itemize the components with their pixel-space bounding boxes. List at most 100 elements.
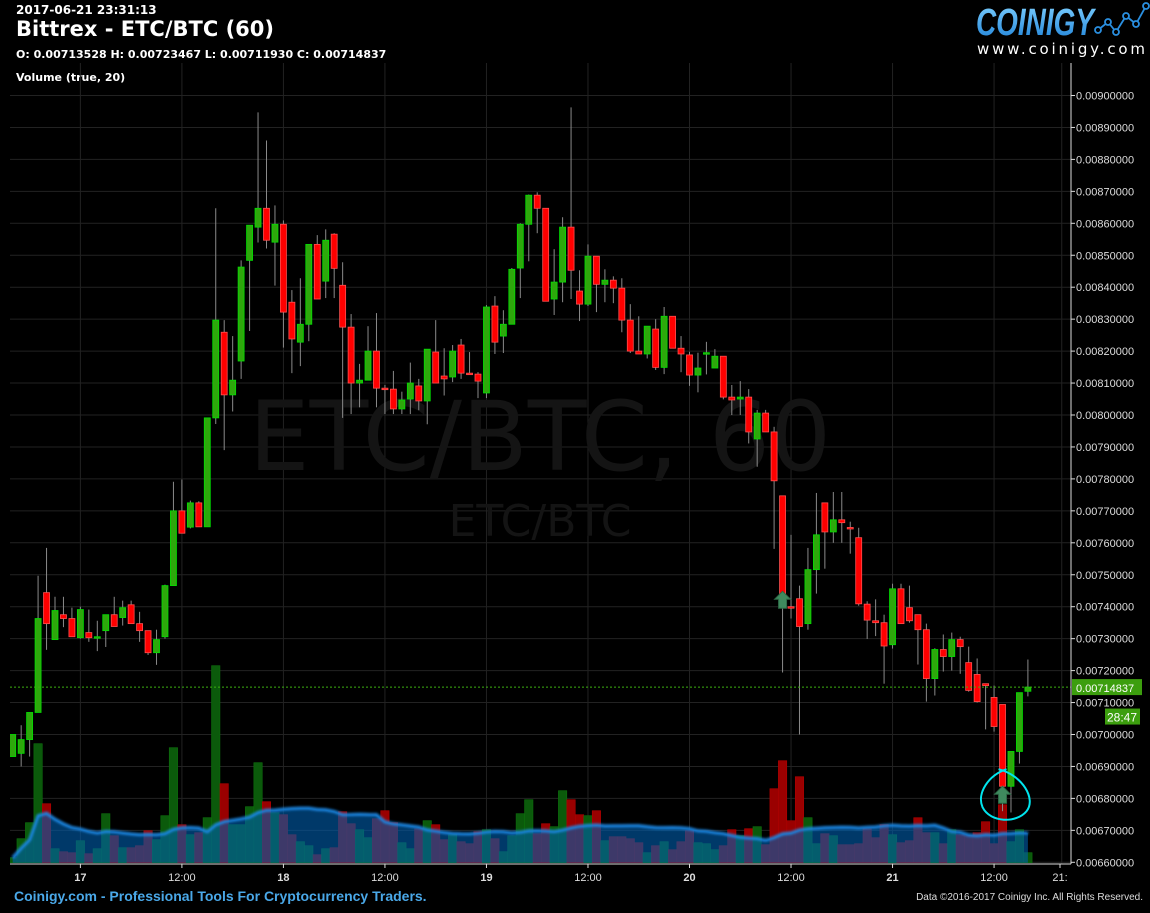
candle[interactable] bbox=[449, 345, 457, 383]
candle[interactable] bbox=[85, 609, 93, 642]
candle[interactable] bbox=[466, 352, 473, 376]
candle[interactable] bbox=[601, 269, 609, 303]
candle[interactable] bbox=[110, 596, 118, 627]
candle[interactable] bbox=[855, 527, 863, 606]
footer-tagline-link[interactable]: Coinigy.com - Professional Tools For Cry… bbox=[14, 888, 427, 904]
candle[interactable] bbox=[51, 596, 59, 641]
candle[interactable] bbox=[872, 599, 880, 637]
candle[interactable] bbox=[280, 220, 287, 348]
candle[interactable] bbox=[178, 479, 186, 534]
candle[interactable] bbox=[153, 629, 160, 665]
candle[interactable] bbox=[508, 268, 516, 325]
candle[interactable] bbox=[330, 233, 338, 299]
candle[interactable] bbox=[584, 244, 592, 307]
candle[interactable] bbox=[762, 409, 770, 433]
candle[interactable] bbox=[415, 378, 423, 411]
candle[interactable] bbox=[787, 534, 795, 619]
candle[interactable] bbox=[711, 349, 719, 369]
candle[interactable] bbox=[660, 307, 668, 375]
candle[interactable] bbox=[440, 348, 448, 396]
candle[interactable] bbox=[381, 384, 389, 415]
candle[interactable] bbox=[948, 632, 956, 671]
candle[interactable] bbox=[1007, 751, 1015, 813]
candle[interactable] bbox=[347, 314, 355, 415]
candle[interactable] bbox=[922, 623, 930, 702]
candle[interactable] bbox=[322, 229, 330, 299]
candle[interactable] bbox=[373, 313, 380, 408]
candle[interactable] bbox=[76, 606, 84, 639]
candle[interactable] bbox=[186, 500, 194, 529]
candle[interactable] bbox=[389, 370, 397, 415]
candle[interactable] bbox=[1024, 659, 1032, 697]
candle[interactable] bbox=[119, 600, 127, 626]
candle[interactable] bbox=[576, 270, 583, 322]
candle[interactable] bbox=[542, 207, 550, 302]
candle[interactable] bbox=[161, 584, 169, 639]
volume-indicator-label[interactable]: Volume (true, 20) bbox=[16, 71, 126, 84]
candle[interactable] bbox=[965, 646, 973, 692]
candle[interactable] bbox=[745, 389, 753, 444]
candle[interactable] bbox=[533, 192, 541, 234]
candle[interactable] bbox=[406, 362, 414, 415]
candle[interactable] bbox=[846, 521, 854, 554]
candle[interactable] bbox=[753, 409, 761, 467]
candle[interactable] bbox=[626, 304, 634, 354]
candle[interactable] bbox=[863, 601, 871, 639]
candle[interactable] bbox=[17, 725, 25, 767]
candle[interactable] bbox=[694, 352, 702, 393]
candle[interactable] bbox=[136, 611, 144, 642]
candle[interactable] bbox=[728, 384, 736, 415]
candle[interactable] bbox=[821, 502, 829, 569]
candle[interactable] bbox=[516, 223, 524, 299]
candle[interactable] bbox=[288, 290, 296, 374]
candle[interactable] bbox=[838, 491, 846, 543]
candle[interactable] bbox=[10, 734, 17, 757]
candle[interactable] bbox=[356, 363, 363, 408]
candle[interactable] bbox=[483, 305, 490, 399]
candle[interactable] bbox=[973, 658, 981, 703]
candle[interactable] bbox=[525, 194, 533, 262]
candle[interactable] bbox=[796, 585, 803, 735]
candle[interactable] bbox=[212, 208, 220, 424]
candle[interactable] bbox=[432, 320, 440, 384]
candle[interactable] bbox=[26, 712, 34, 757]
candle[interactable] bbox=[567, 107, 575, 300]
candle[interactable] bbox=[1016, 692, 1023, 764]
candle[interactable] bbox=[956, 636, 964, 674]
candle[interactable] bbox=[220, 320, 228, 451]
candle[interactable] bbox=[897, 583, 905, 625]
candle[interactable] bbox=[271, 205, 279, 286]
candle[interactable] bbox=[499, 310, 507, 354]
candle[interactable] bbox=[982, 683, 989, 730]
candle[interactable] bbox=[593, 255, 600, 313]
candle[interactable] bbox=[170, 481, 177, 587]
candle[interactable] bbox=[263, 140, 270, 249]
candle[interactable] bbox=[68, 607, 76, 638]
candle[interactable] bbox=[474, 372, 482, 399]
candle[interactable] bbox=[339, 262, 347, 418]
candle[interactable] bbox=[939, 634, 947, 672]
candle[interactable] bbox=[246, 224, 253, 331]
candle[interactable] bbox=[423, 348, 431, 425]
candle[interactable] bbox=[398, 391, 406, 415]
candle[interactable] bbox=[43, 547, 50, 650]
candle[interactable] bbox=[686, 351, 693, 386]
candle[interactable] bbox=[703, 341, 710, 375]
candle[interactable] bbox=[364, 326, 372, 381]
candle[interactable] bbox=[144, 630, 152, 655]
candle[interactable] bbox=[609, 276, 617, 304]
candle[interactable] bbox=[559, 217, 566, 303]
candle[interactable] bbox=[254, 112, 262, 243]
candle[interactable] bbox=[669, 315, 676, 349]
candle[interactable] bbox=[34, 575, 42, 713]
candle[interactable] bbox=[195, 501, 203, 528]
candle[interactable] bbox=[914, 614, 922, 665]
candle[interactable] bbox=[618, 278, 626, 333]
candle[interactable] bbox=[889, 583, 896, 649]
candle[interactable] bbox=[203, 417, 211, 528]
candle[interactable] bbox=[457, 338, 465, 379]
candle[interactable] bbox=[779, 495, 786, 673]
candle[interactable] bbox=[305, 243, 313, 342]
candle[interactable] bbox=[804, 547, 812, 630]
